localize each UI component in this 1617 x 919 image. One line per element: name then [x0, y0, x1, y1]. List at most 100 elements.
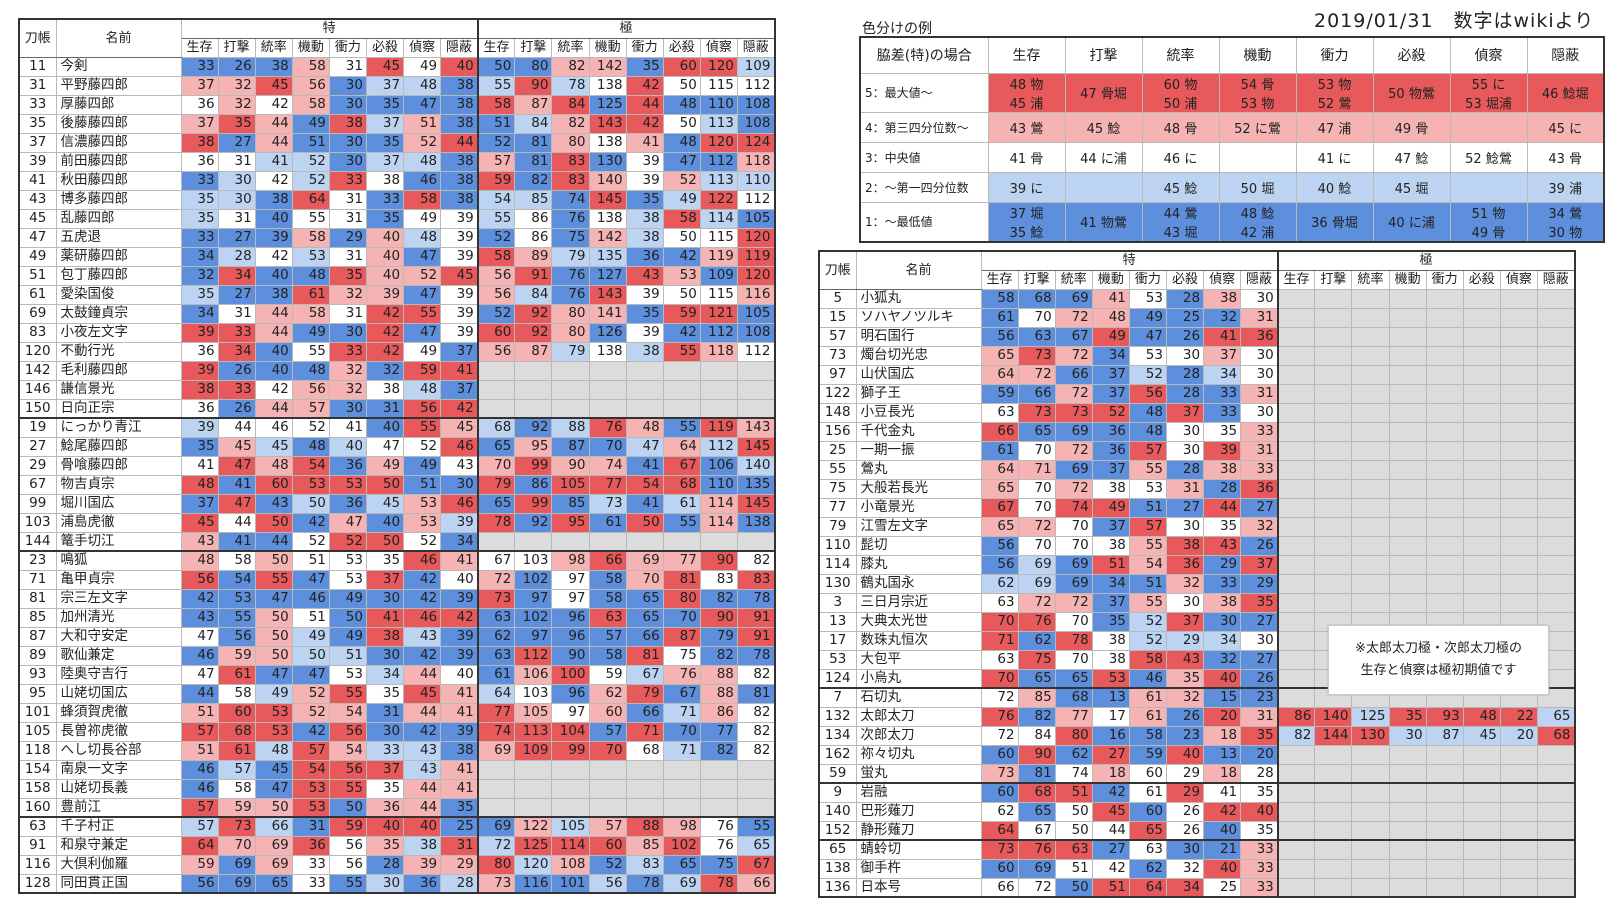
table-row: 118 へし切長谷部 51 61 48 57 54 33 43 38 69 109 99 70 68 71 82…	[18, 740, 776, 761]
kiwame-stat-cell: 77	[588, 474, 627, 495]
toku-stat-cell: 38	[440, 113, 479, 134]
toku-stat-cell: 57	[217, 759, 256, 780]
kiwame-stat-cell	[1462, 763, 1501, 784]
kiwame-stat-cell: 78	[625, 873, 664, 894]
kiwame-stat-cell: 66	[736, 873, 776, 894]
kiwame-stat-cell: 81	[514, 132, 553, 153]
legend-cell-line: 45 鯰	[1163, 181, 1198, 197]
toku-stat-cell: 47	[365, 436, 405, 457]
toku-stat-cell: 25	[440, 816, 479, 837]
legend-row: 2：〜第一四分位数 39 に 45 鯰 50 堀 40 鯰 45 堀 39 浦	[859, 171, 1605, 203]
toku-stat-cell: 59	[403, 360, 442, 381]
kiwame-stat-cell	[1462, 516, 1501, 537]
kiwame-stat-cell	[1425, 326, 1464, 347]
legend-row: 1：〜最低値 37 堀 35 鯰 41 物鶯 44 鶯 43 堀 48 鯰 42 浦 36 骨堀…	[859, 201, 1605, 242]
row-id: 13	[818, 611, 857, 632]
toku-stat-cell: 30	[365, 645, 405, 666]
toku-stat-cell: 18	[1203, 725, 1242, 746]
toku-stat-cell: 64	[980, 459, 1019, 480]
kiwame-stat-cell: 88	[625, 816, 664, 837]
table-row: 105 長曽祢虎徹 57 68 53 42 56 30 42 39 74 113 104 57 71 70 77…	[18, 721, 776, 742]
toku-stat-cell: 30	[440, 474, 479, 495]
kiwame-stat-cell	[1536, 402, 1576, 423]
toku-stat-cell: 38	[254, 56, 293, 77]
toku-stat-cell: 33	[180, 56, 219, 77]
row-name: 長曽祢虎徹	[55, 721, 182, 742]
kiwame-stat-cell: 140	[736, 455, 776, 476]
row-name: 燭台切光忠	[855, 345, 982, 366]
toku-stat-cell: 44	[254, 303, 293, 324]
kiwame-stat-cell	[476, 398, 516, 419]
legend-cell-line: 41 骨	[1009, 151, 1044, 167]
toku-stat-cell: 37	[180, 493, 219, 514]
toku-stat-cell: 52	[291, 170, 330, 191]
kiwame-stat-cell	[1462, 801, 1501, 822]
header-stat: 機動	[588, 37, 627, 58]
kiwame-stat-cell: 38	[625, 208, 664, 229]
kiwame-stat-cell	[1276, 687, 1316, 708]
kiwame-stat-cell: 143	[588, 284, 627, 305]
kiwame-stat-cell	[1425, 497, 1464, 518]
toku-stat-cell: 33	[1203, 402, 1242, 423]
toku-stat-cell: 48	[254, 455, 293, 476]
legend-cell-line: 39 浦	[1548, 181, 1583, 197]
kiwame-stat-cell: 70	[588, 436, 627, 457]
kiwame-stat-cell: 93	[1425, 706, 1464, 727]
kiwame-stat-cell: 82	[699, 740, 738, 761]
legend-cell: 41 骨	[987, 141, 1066, 173]
kiwame-stat-cell	[1314, 744, 1353, 765]
toku-stat-cell: 56	[980, 535, 1019, 556]
toku-stat-cell: 46	[403, 607, 442, 628]
toku-stat-cell: 53	[254, 702, 293, 723]
kiwame-stat-cell: 90	[551, 455, 590, 476]
kiwame-stat-cell	[1314, 459, 1353, 480]
toku-stat-cell: 39	[440, 512, 479, 533]
toku-stat-cell: 39	[440, 303, 479, 324]
kiwame-stat-cell: 115	[699, 75, 738, 96]
kiwame-stat-cell	[1388, 782, 1427, 803]
kiwame-stat-cell	[1388, 516, 1427, 537]
row-id: 33	[18, 94, 57, 115]
toku-stat-cell: 64	[980, 364, 1019, 385]
row-name: 亀甲貞宗	[55, 569, 182, 590]
toku-stat-cell: 38	[440, 189, 479, 210]
toku-stat-cell: 47	[403, 246, 442, 267]
kiwame-stat-cell	[1351, 820, 1390, 841]
toku-stat-cell: 55	[291, 341, 330, 362]
row-name: 御手杵	[855, 858, 982, 879]
kiwame-stat-cell: 41	[625, 455, 664, 476]
kiwame-stat-cell: 140	[1314, 706, 1353, 727]
kiwame-stat-cell: 50	[662, 113, 701, 134]
toku-stat-cell: 25	[1203, 877, 1242, 898]
toku-stat-cell: 72	[1054, 592, 1093, 613]
note-line-2: 生存と偵察は極初期値です	[1360, 663, 1517, 678]
toku-stat-cell: 65	[1017, 801, 1056, 822]
kiwame-stat-cell: 68	[476, 417, 516, 438]
kiwame-stat-cell: 112	[514, 645, 553, 666]
toku-stat-cell: 52	[1091, 402, 1130, 423]
toku-stat-cell: 51	[291, 607, 330, 628]
kiwame-stat-cell	[1425, 516, 1464, 537]
row-id: 11	[18, 56, 57, 77]
legend-row: 3：中央値 41 骨 44 に浦 46 に 41 に 47 鯰 52 鯰鶯 43 骨	[859, 141, 1605, 173]
kiwame-stat-cell: 122	[699, 189, 738, 210]
row-id: 152	[818, 820, 857, 841]
legend-cell-line: 44 鶯	[1163, 206, 1198, 222]
kiwame-stat-cell	[1276, 535, 1316, 556]
toku-stat-cell: 48	[403, 151, 442, 172]
kiwame-stat-cell: 71	[662, 702, 701, 723]
toku-stat-cell: 63	[1054, 839, 1093, 860]
header-kiwame: 極	[1276, 250, 1575, 271]
note-line-1: ※太郎太刀極・次郎太刀極の	[1355, 641, 1522, 656]
kiwame-stat-cell	[1351, 744, 1390, 765]
toku-stat-cell: 70	[1054, 535, 1093, 556]
row-id: 110	[818, 535, 857, 556]
toku-stat-cell: 34	[1203, 364, 1242, 385]
kiwame-stat-cell: 83	[551, 170, 590, 191]
toku-stat-cell: 44	[403, 797, 442, 818]
toku-stat-cell: 75	[1017, 649, 1056, 670]
row-name: 博多藤四郎	[55, 189, 182, 210]
toku-stat-cell: 28	[1165, 288, 1205, 309]
row-id: 23	[18, 550, 57, 571]
toku-stat-cell: 42	[365, 303, 405, 324]
